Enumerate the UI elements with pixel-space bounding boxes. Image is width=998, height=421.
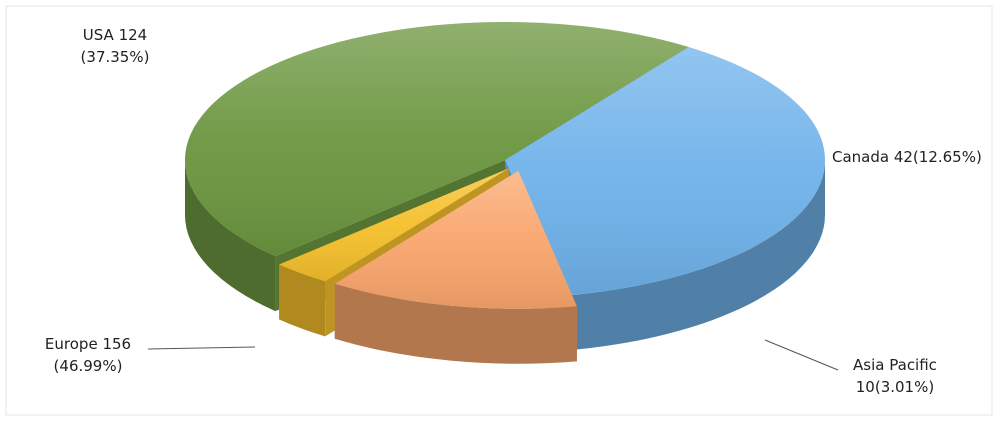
europe-outer-wall <box>185 160 276 312</box>
asia-pacific-outer-wall <box>279 264 326 337</box>
usa-slice-shine <box>505 46 825 296</box>
usa-outer-wall <box>563 160 825 351</box>
usa-label: USA 124 (37.35%) <box>81 26 150 66</box>
europe-slice-shine <box>185 22 689 257</box>
asia-pacific-label-line1: Asia Pacific <box>853 356 937 374</box>
canada-slice-shine <box>334 170 577 309</box>
usa-label-line1: USA 124 <box>83 26 147 44</box>
usa-label-line2: (37.35%) <box>81 48 150 66</box>
canada-label-line1: Canada 42(12.65%) <box>832 148 982 166</box>
pie-tops <box>185 22 825 309</box>
asia-pacific-label: Asia Pacific 10(3.01%) <box>853 356 937 396</box>
asia-pacific-leader-line <box>764 339 839 371</box>
slice-labels: USA 124 (37.35%) Canada 42(12.65%) Asia Pac… <box>45 26 982 396</box>
chart-frame <box>5 5 993 416</box>
europe-leader-line <box>147 346 256 350</box>
europe-label: Europe 156 (46.99%) <box>45 335 131 375</box>
leader-lines <box>147 339 839 371</box>
canada-label: Canada 42(12.65%) <box>832 148 982 166</box>
asia-pacific-cut-face <box>279 168 509 320</box>
europe-label-line2: (46.99%) <box>54 357 123 375</box>
europe-label-line1: Europe 156 <box>45 335 131 353</box>
asia-pacific-label-line2: 10(3.01%) <box>856 378 934 396</box>
asia-pacific-slice-shine <box>279 168 509 282</box>
canada-outer-wall <box>334 283 577 364</box>
